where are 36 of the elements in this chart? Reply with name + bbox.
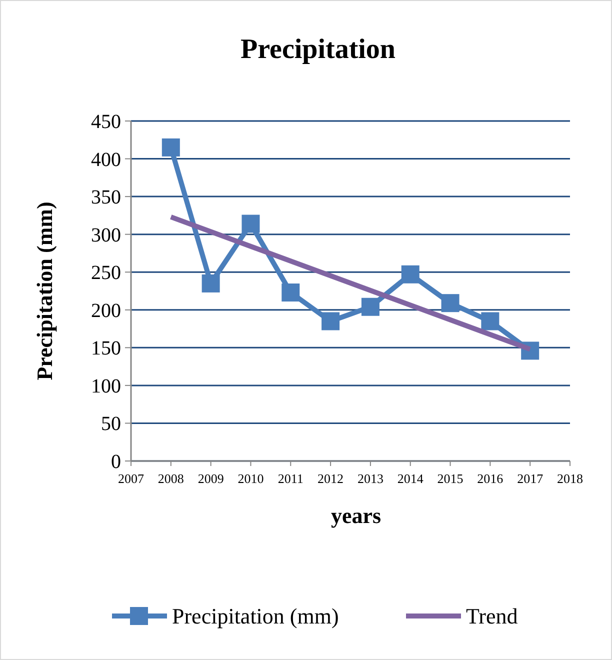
x-tick-label: 2016 <box>477 471 504 486</box>
x-tick-label: 2008 <box>158 471 184 486</box>
point <box>242 214 260 233</box>
x-tick-label: 2011 <box>278 471 304 486</box>
x-tick-label: 2013 <box>357 471 384 486</box>
y-tick-label: 150 <box>91 338 121 360</box>
point <box>361 298 380 316</box>
x-tick-label: 2010 <box>238 471 264 486</box>
y-tick-label: 250 <box>91 262 121 284</box>
legend-label: Precipitation (mm) <box>172 604 339 629</box>
point <box>282 284 300 302</box>
x-tick-label: 2018 <box>557 471 583 486</box>
x-tick-label: 2012 <box>318 471 344 486</box>
x-tick-label: 2009 <box>198 471 224 486</box>
y-tick-label: 0 <box>111 451 121 473</box>
y-axis-title: Precipitation (mm) <box>32 202 57 380</box>
point <box>322 312 340 330</box>
legend-label: Trend <box>466 604 518 629</box>
x-tick-label: 2007 <box>118 471 144 486</box>
y-tick-label: 50 <box>101 413 121 436</box>
x-tick-label: 2014 <box>397 471 424 486</box>
point <box>401 265 420 284</box>
y-tick-label: 200 <box>91 300 121 322</box>
x-tick-label: 2015 <box>437 471 464 486</box>
y-tick-label: 100 <box>91 375 121 398</box>
y-tick-label: 350 <box>91 186 121 209</box>
point <box>481 312 500 330</box>
x-tick-label: 2017 <box>517 471 544 486</box>
y-tick-label: 300 <box>91 224 121 246</box>
point <box>162 138 180 156</box>
y-tick-label: 400 <box>91 148 121 171</box>
y-tick-label: 450 <box>91 111 121 133</box>
chart-title: Precipitation <box>240 34 396 65</box>
point <box>441 294 460 312</box>
point <box>202 274 220 292</box>
x-axis-title: years <box>330 503 382 528</box>
